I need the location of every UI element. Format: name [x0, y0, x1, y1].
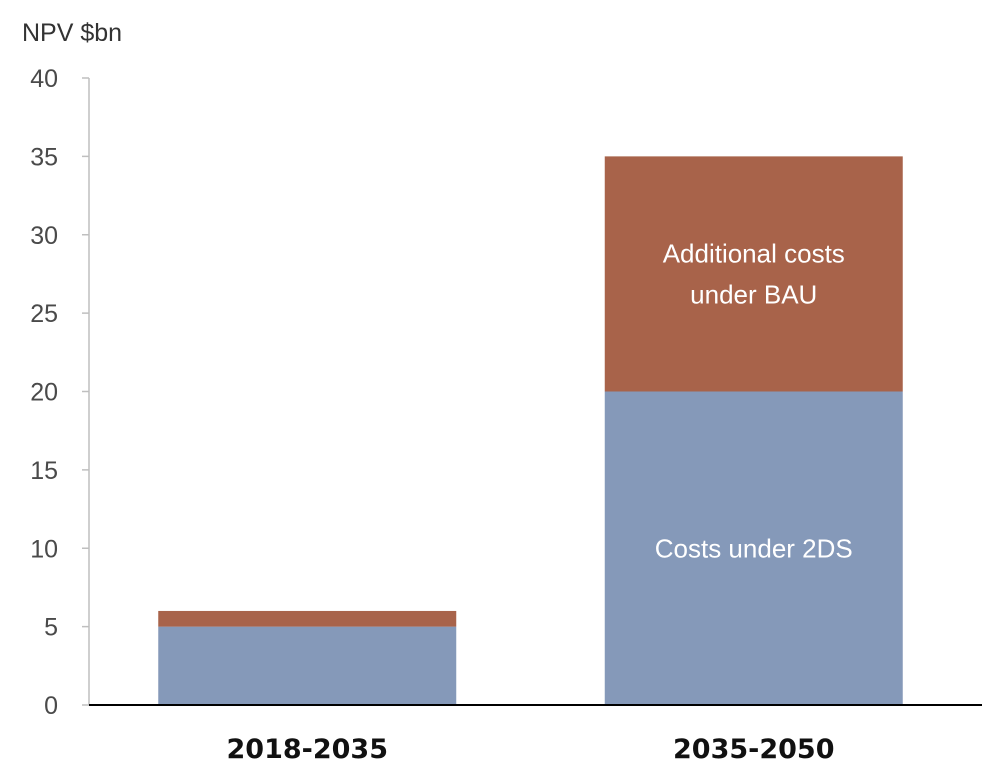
- y-tick-label: 25: [30, 300, 58, 328]
- y-tick-label: 20: [30, 379, 58, 407]
- y-tick-label: 35: [30, 143, 58, 171]
- x-category-label: 2035-2050: [673, 734, 835, 765]
- category-labels: 2018-2035 2035-2050: [227, 734, 835, 765]
- bar-segment: [158, 610, 457, 627]
- bar-segment: [604, 156, 903, 392]
- y-tick-label: 10: [30, 535, 58, 563]
- y-tick-label: 30: [30, 222, 58, 250]
- y-tick-label: 0: [44, 692, 58, 720]
- y-tick-label: 40: [30, 65, 58, 93]
- bar-segment: [604, 391, 903, 705]
- y-axis-ticks: 0 5 10 15 20 25 30 35 40: [30, 65, 89, 720]
- y-tick-label: 15: [30, 457, 58, 485]
- y-tick-label: 5: [44, 614, 58, 642]
- segment-labels: Additional costs under BAU Costs under 2DS: [655, 238, 853, 563]
- bars: [158, 156, 903, 705]
- y-axis-title: NPV $bn: [22, 19, 122, 47]
- x-category-label: 2018-2035: [227, 734, 389, 765]
- bar-segment-label: Costs under 2DS: [655, 533, 853, 563]
- bar-segment-label: under BAU: [690, 279, 817, 309]
- bar-segment: [158, 626, 457, 705]
- bar-segment-label: Additional costs: [663, 238, 845, 268]
